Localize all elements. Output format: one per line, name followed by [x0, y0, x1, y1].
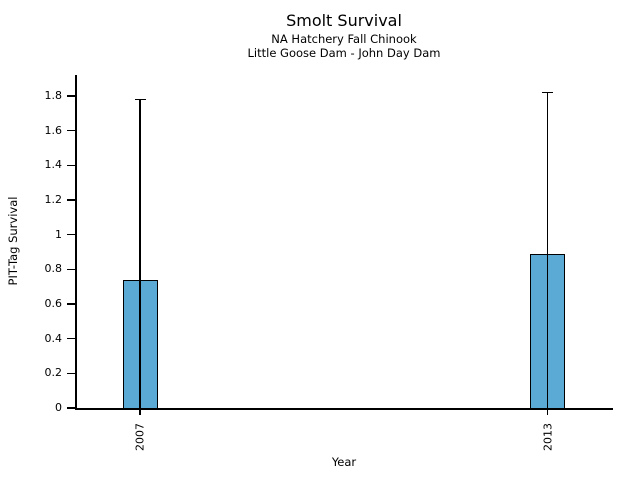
y-tick-label: 0.4: [44, 331, 63, 345]
y-tick-label: 1.4: [44, 158, 63, 172]
y-tick-label: 1.6: [44, 123, 63, 137]
y-tick: [67, 303, 75, 305]
y-tick-label: 1.2: [44, 193, 63, 206]
x-axis-label: Year: [331, 455, 357, 469]
chart-subtitle-2: Little Goose Dam - John Day Dam: [247, 46, 441, 60]
chart-subtitle: NA Hatchery Fall Chinook: [271, 32, 417, 46]
y-tick-label: 1.8: [44, 89, 63, 102]
y-tick: [67, 268, 75, 271]
error-bar-cap: [542, 91, 553, 94]
error-bar-line: [139, 99, 141, 408]
y-tick-label: 0.2: [44, 366, 63, 380]
y-tick: [67, 199, 75, 201]
y-tick-label: 1: [55, 227, 62, 241]
x-axis-line: [75, 408, 613, 410]
x-tick-label-2013: 2013: [541, 423, 554, 451]
y-tick: [67, 129, 75, 132]
error-bar-cap: [134, 98, 146, 101]
y-tick: [67, 407, 75, 409]
error-bar-line: [546, 92, 549, 408]
chart-title: Smolt Survival: [286, 11, 402, 30]
y-axis-spine: [75, 75, 77, 409]
y-tick-label: 0.6: [44, 297, 63, 310]
y-tick-label: 0: [55, 401, 62, 414]
y-tick: [67, 164, 75, 167]
y-tick: [67, 372, 75, 375]
y-tick: [67, 337, 75, 340]
x-tick: [139, 409, 141, 415]
y-tick: [67, 233, 75, 236]
x-tick: [546, 409, 549, 415]
y-tick: [67, 95, 75, 97]
x-tick-label-2007: 2007: [133, 423, 147, 451]
y-tick-label: 0.8: [44, 262, 63, 276]
